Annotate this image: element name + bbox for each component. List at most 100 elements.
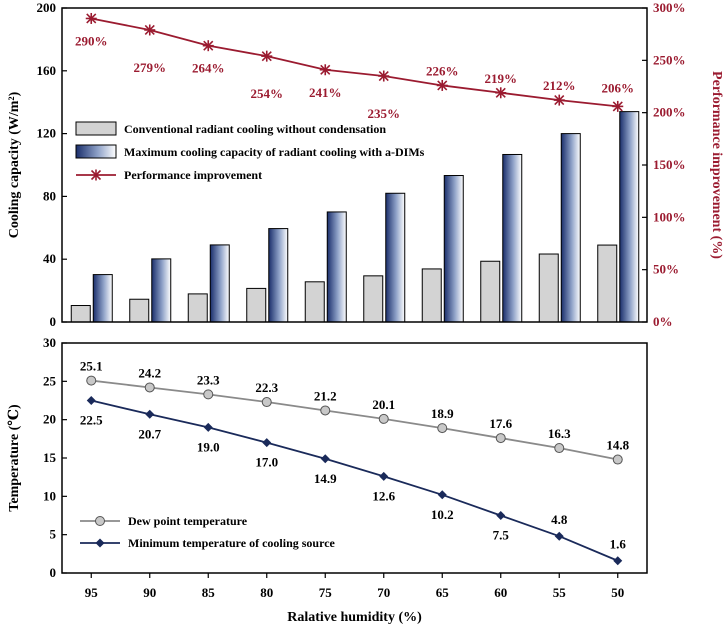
x-tick-label: 90 xyxy=(143,585,156,600)
legend-swatch-conventional xyxy=(75,121,117,136)
right-tick-label: 0% xyxy=(653,314,673,329)
conventional-bar-75 xyxy=(304,281,325,323)
legend-marker-min-temp xyxy=(95,538,105,548)
x-tick-label: 85 xyxy=(202,585,216,600)
conventional-bar-55 xyxy=(538,253,559,323)
performance-label: 212% xyxy=(543,78,576,93)
conventional-bar-95 xyxy=(70,305,91,323)
min-temp-label: 22.5 xyxy=(80,413,103,428)
x-tick-label: 55 xyxy=(553,585,567,600)
dew-point-label: 24.2 xyxy=(138,365,161,380)
legend-label-dew: Dew point temperature xyxy=(128,514,248,528)
x-tick-label: 80 xyxy=(260,585,273,600)
performance-line xyxy=(91,17,618,108)
adims-bar-85 xyxy=(209,244,230,323)
dew-point-marker-95 xyxy=(86,375,97,386)
min-temp-marker-75 xyxy=(320,454,330,464)
dew-point-marker-55 xyxy=(554,443,565,454)
dew-point-marker-60 xyxy=(495,433,506,444)
performance-marker-80 xyxy=(261,50,273,62)
min-temp-marker-60 xyxy=(496,511,506,520)
adims-bar-75 xyxy=(326,211,347,323)
right-tick-label: 250% xyxy=(653,52,686,67)
conventional-bar-80 xyxy=(246,287,267,323)
adims-bar-70 xyxy=(385,192,406,323)
bottom-left-tick-label: 15 xyxy=(43,450,57,465)
min-temp-marker-90 xyxy=(145,409,155,419)
dew-point-marker-90 xyxy=(144,382,155,393)
adims-bar-60 xyxy=(502,153,523,323)
performance-marker-65 xyxy=(436,79,448,91)
conventional-bar-85 xyxy=(187,293,208,323)
dew-point-marker-65 xyxy=(437,423,448,434)
conventional-bar-70 xyxy=(363,275,384,323)
performance-marker-85 xyxy=(202,40,214,52)
top-panel: 0 40 80 120 160 200 0% 50% 100% 150% 200% 250% 300% C… xyxy=(7,0,724,329)
left-tick-label: 160 xyxy=(37,63,57,78)
bottom-panel: 0 5 10 15 20 25 30 95 90 85 80 75 70 65 60 55 50 Temperat… xyxy=(7,335,648,625)
conventional-bar-50 xyxy=(597,244,618,323)
min-temp-label: 4.8 xyxy=(551,512,568,527)
performance-label: 226% xyxy=(426,63,459,78)
legend-label-adims: Maximum cooling capacity of radiant cool… xyxy=(124,145,425,159)
dew-point-marker-50 xyxy=(612,454,623,465)
bottom-left-tick-label: 20 xyxy=(43,412,56,427)
performance-marker-75 xyxy=(319,64,331,76)
min-temp-label: 17.0 xyxy=(255,455,278,470)
min-temp-label: 20.7 xyxy=(138,426,161,441)
min-temp-marker-85 xyxy=(203,422,213,432)
conventional-bar-60 xyxy=(480,260,501,323)
legend-marker-dew xyxy=(95,516,105,526)
dew-point-label: 25.1 xyxy=(80,359,103,374)
performance-label: 264% xyxy=(192,61,225,76)
dew-point-label: 16.3 xyxy=(548,426,571,441)
performance-marker-70 xyxy=(378,70,390,82)
min-temp-marker-50 xyxy=(613,556,623,566)
performance-label: 219% xyxy=(485,71,518,86)
legend-label-min-temp: Minimum temperature of cooling source xyxy=(128,536,336,550)
min-temp-marker-80 xyxy=(262,438,272,448)
min-temp-label: 19.0 xyxy=(197,439,220,454)
performance-label: 235% xyxy=(368,106,401,121)
adims-bar-95 xyxy=(92,274,113,323)
dew-point-label: 23.3 xyxy=(197,372,220,387)
top-legend: Conventional radiant cooling without con… xyxy=(75,121,425,182)
x-tick-label: 60 xyxy=(494,585,507,600)
legend-swatch-adims xyxy=(75,144,117,159)
min-temp-marker-65 xyxy=(437,490,447,500)
bottom-y-axis-title: Temperature (℃) xyxy=(7,404,22,512)
min-temp-marker-55 xyxy=(554,531,564,541)
min-temp-label: 10.2 xyxy=(431,507,454,522)
top-left-axis-title: Cooling capacity (W/m²) xyxy=(7,91,22,238)
x-tick-label: 65 xyxy=(436,585,450,600)
top-plot-frame xyxy=(61,7,648,323)
dew-point-label: 20.1 xyxy=(372,397,395,412)
bottom-legend: Dew point temperature Minimum temperature… xyxy=(80,514,336,550)
conventional-bar-90 xyxy=(129,298,150,323)
performance-marker-95 xyxy=(85,12,97,24)
dew-point-marker-85 xyxy=(203,389,214,400)
adims-bar-65 xyxy=(443,175,464,323)
x-tick-label: 70 xyxy=(377,585,390,600)
x-tick-label: 50 xyxy=(611,585,624,600)
min-temp-label: 1.6 xyxy=(610,537,627,552)
right-tick-label: 50% xyxy=(653,262,679,277)
performance-label: 290% xyxy=(75,33,108,48)
bottom-left-tick-label: 25 xyxy=(43,373,57,388)
bottom-left-tick-label: 0 xyxy=(50,565,57,580)
left-tick-label: 40 xyxy=(43,251,56,266)
dew-point-marker-75 xyxy=(320,405,331,416)
legend-label-performance: Performance improvement xyxy=(124,168,262,182)
performance-label: 241% xyxy=(309,85,342,100)
min-temp-label: 7.5 xyxy=(493,528,510,543)
dew-point-label: 14.8 xyxy=(606,438,629,453)
performance-label: 254% xyxy=(251,86,284,101)
right-tick-label: 150% xyxy=(653,157,686,172)
performance-marker-60 xyxy=(495,87,507,99)
performance-label: 279% xyxy=(134,60,167,75)
adims-bar-80 xyxy=(268,228,289,323)
performance-marker-50 xyxy=(612,100,624,112)
right-tick-label: 300% xyxy=(653,0,686,15)
min-temp-marker-70 xyxy=(379,471,389,481)
